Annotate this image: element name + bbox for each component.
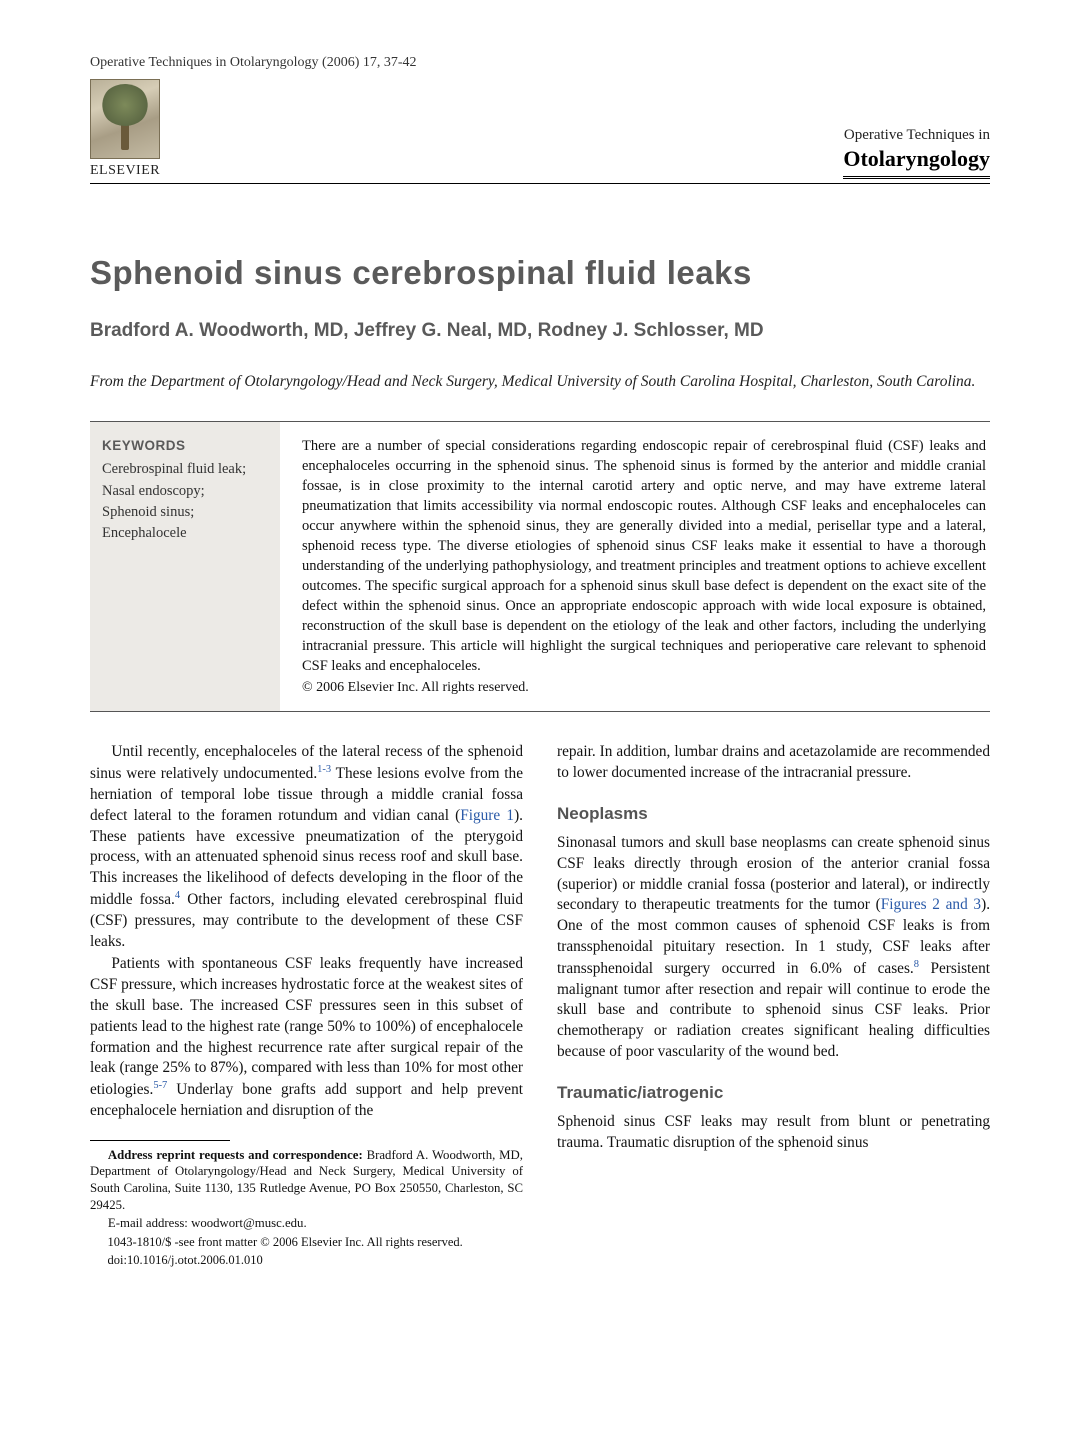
figure-ref: Figures 2 and 3: [881, 896, 981, 913]
journal-name-small: Operative Techniques in: [843, 127, 990, 144]
article-title: Sphenoid sinus cerebrospinal fluid leaks: [90, 254, 990, 292]
cite-sup: 1-3: [317, 764, 331, 775]
abstract-copyright: © 2006 Elsevier Inc. All rights reserved…: [302, 678, 986, 697]
section-heading-neoplasms: Neoplasms: [557, 802, 990, 825]
affiliation: From the Department of Otolaryngology/He…: [90, 372, 990, 393]
body-p5: Sphenoid sinus CSF leaks may result from…: [557, 1112, 990, 1154]
abstract-text: There are a number of special considerat…: [302, 438, 986, 674]
body-p4: Sinonasal tumors and skull base neoplasm…: [557, 833, 990, 1063]
elsevier-tree-icon: [90, 79, 160, 159]
keywords-column: KEYWORDS Cerebrospinal fluid leak; Nasal…: [90, 422, 280, 711]
journal-reference: Operative Techniques in Otolaryngology (…: [90, 55, 417, 71]
body-p3: repair. In addition, lumbar drains and a…: [557, 742, 990, 784]
doi-line-2: doi:10.1016/j.otot.2006.01.010: [90, 1252, 523, 1268]
page-root: Operative Techniques in Otolaryngology (…: [0, 0, 1080, 1310]
authors-line: Bradford A. Woodworth, MD, Jeffrey G. Ne…: [90, 320, 990, 342]
publisher-logo-block: ELSEVIER: [90, 79, 160, 179]
journal-name-block: Operative Techniques in Otolaryngology: [843, 127, 990, 179]
cite-sup: 5-7: [153, 1080, 167, 1091]
doi-line-1: 1043-1810/$ -see front matter © 2006 Els…: [90, 1234, 523, 1250]
keywords-heading: KEYWORDS: [102, 436, 264, 456]
abstract-column: There are a number of special considerat…: [280, 422, 990, 711]
figure-ref: Figure 1: [460, 807, 514, 824]
footnote-email: E-mail address: woodwort@musc.edu.: [90, 1215, 523, 1232]
keywords-list: Cerebrospinal fluid leak; Nasal endoscop…: [102, 459, 264, 543]
header-top-row: Operative Techniques in Otolaryngology (…: [90, 55, 990, 71]
body-p1: Until recently, encephaloceles of the la…: [90, 742, 523, 952]
header-logo-row: ELSEVIER Operative Techniques in Otolary…: [90, 79, 990, 184]
abstract-block: KEYWORDS Cerebrospinal fluid leak; Nasal…: [90, 421, 990, 712]
body-p2: Patients with spontaneous CSF leaks freq…: [90, 954, 523, 1121]
footnote-address: Address reprint requests and corresponde…: [90, 1147, 523, 1214]
section-heading-traumatic: Traumatic/iatrogenic: [557, 1081, 990, 1104]
body-columns: Until recently, encephaloceles of the la…: [90, 742, 990, 1270]
journal-name-big: Otolaryngology: [843, 146, 990, 179]
footnote-rule: [90, 1140, 230, 1141]
publisher-name: ELSEVIER: [90, 163, 160, 179]
